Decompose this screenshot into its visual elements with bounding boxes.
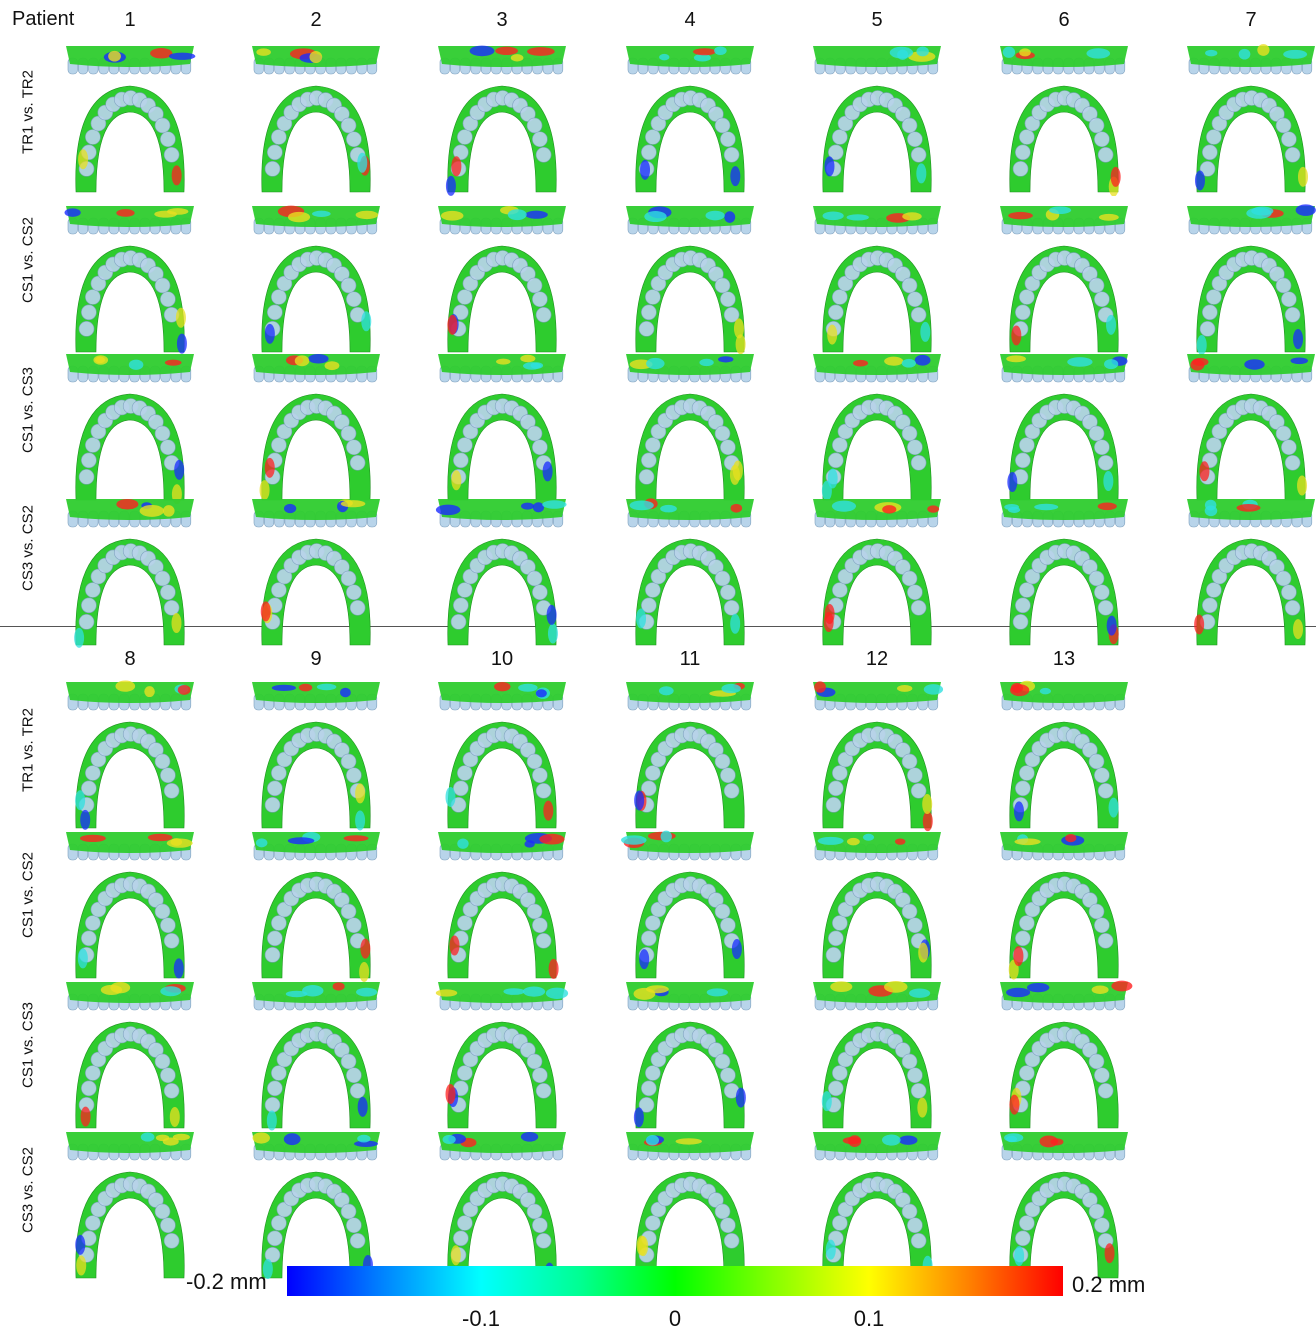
patient-number: 6 xyxy=(1058,9,1070,31)
aligner-deviation-map xyxy=(246,678,386,832)
colorbar-tick-pos: 0.1 xyxy=(853,1306,885,1331)
aligner-deviation-map xyxy=(807,495,947,649)
patient-number: 5 xyxy=(871,9,883,31)
colorbar-tick-neg: -0.1 xyxy=(462,1306,500,1331)
colorbar-min-label: -0.2 mm xyxy=(186,1269,267,1294)
comparison-row-label: CS1 vs. CS3 xyxy=(19,1002,37,1088)
aligner-deviation-map xyxy=(432,202,572,356)
aligner-deviation-map xyxy=(432,828,572,982)
aligner-deviation-map xyxy=(620,678,760,832)
aligner-deviation-map xyxy=(620,495,760,649)
aligner-deviation-map xyxy=(807,350,947,504)
section-divider xyxy=(0,626,1316,627)
patient-number: 1 xyxy=(124,9,136,31)
aligner-deviation-map xyxy=(1181,202,1316,356)
aligner-deviation-map xyxy=(620,350,760,504)
aligner-deviation-map xyxy=(994,678,1134,832)
aligner-deviation-map xyxy=(807,678,947,832)
colorbar-max-label: 0.2 mm xyxy=(1072,1272,1146,1297)
aligner-deviation-map xyxy=(807,978,947,1132)
aligner-deviation-map xyxy=(246,42,386,196)
aligner-deviation-map xyxy=(1181,495,1316,649)
aligner-deviation-map xyxy=(60,678,200,832)
patient-number: 3 xyxy=(496,9,508,31)
deviation-colorbar xyxy=(287,1266,1063,1296)
aligner-deviation-map xyxy=(994,42,1134,196)
aligner-deviation-map xyxy=(620,978,760,1132)
aligner-deviation-map xyxy=(1181,42,1316,196)
aligner-deviation-map xyxy=(994,828,1134,982)
aligner-deviation-map xyxy=(60,202,200,356)
aligner-deviation-map xyxy=(246,1128,386,1282)
patient-number: 11 xyxy=(679,648,701,670)
patient-number: 8 xyxy=(124,648,136,670)
aligner-deviation-map xyxy=(620,828,760,982)
aligner-deviation-map xyxy=(620,202,760,356)
aligner-deviation-map xyxy=(994,350,1134,504)
patient-number: 7 xyxy=(1245,9,1257,31)
aligner-deviation-map xyxy=(432,42,572,196)
aligner-deviation-map xyxy=(246,350,386,504)
comparison-row-label: CS1 vs. CS2 xyxy=(19,852,37,938)
patient-number: 4 xyxy=(684,9,696,31)
aligner-deviation-map xyxy=(807,42,947,196)
comparison-row-label: CS3 vs. CS2 xyxy=(19,505,37,591)
aligner-deviation-map xyxy=(246,828,386,982)
patient-number: 13 xyxy=(1052,648,1076,670)
aligner-deviation-map xyxy=(807,202,947,356)
patient-number: 2 xyxy=(310,9,322,31)
aligner-deviation-map xyxy=(246,202,386,356)
aligner-deviation-map xyxy=(60,42,200,196)
aligner-deviation-map xyxy=(432,350,572,504)
aligner-deviation-map xyxy=(620,42,760,196)
aligner-deviation-map xyxy=(246,495,386,649)
aligner-deviation-map xyxy=(807,1128,947,1282)
aligner-deviation-map xyxy=(432,495,572,649)
aligner-deviation-map xyxy=(994,202,1134,356)
aligner-deviation-map xyxy=(432,978,572,1132)
aligner-deviation-map xyxy=(60,978,200,1132)
patient-number: 10 xyxy=(490,648,514,670)
aligner-deviation-map xyxy=(246,978,386,1132)
aligner-deviation-map xyxy=(807,828,947,982)
comparison-row-label: CS1 vs. CS3 xyxy=(19,367,37,453)
aligner-deviation-map xyxy=(60,1128,200,1282)
aligner-deviation-map xyxy=(432,1128,572,1282)
aligner-deviation-map xyxy=(60,495,200,649)
aligner-deviation-map xyxy=(60,828,200,982)
aligner-deviation-map xyxy=(432,678,572,832)
comparison-row-label: CS3 vs. CS2 xyxy=(19,1147,37,1233)
patient-header-label: Patient xyxy=(12,8,75,30)
comparison-row-label: TR1 vs. TR2 xyxy=(19,70,37,154)
patient-number: 12 xyxy=(865,648,889,670)
aligner-deviation-map xyxy=(620,1128,760,1282)
aligner-deviation-map xyxy=(60,350,200,504)
aligner-deviation-map xyxy=(1181,350,1316,504)
comparison-row-label: CS1 vs. CS2 xyxy=(19,217,37,303)
colorbar-tick-zero: 0 xyxy=(668,1306,682,1331)
aligner-deviation-map xyxy=(994,978,1134,1132)
comparison-row-label: TR1 vs. TR2 xyxy=(19,708,37,792)
patient-number: 9 xyxy=(310,648,322,670)
aligner-deviation-map xyxy=(994,495,1134,649)
aligner-deviation-map xyxy=(994,1128,1134,1282)
